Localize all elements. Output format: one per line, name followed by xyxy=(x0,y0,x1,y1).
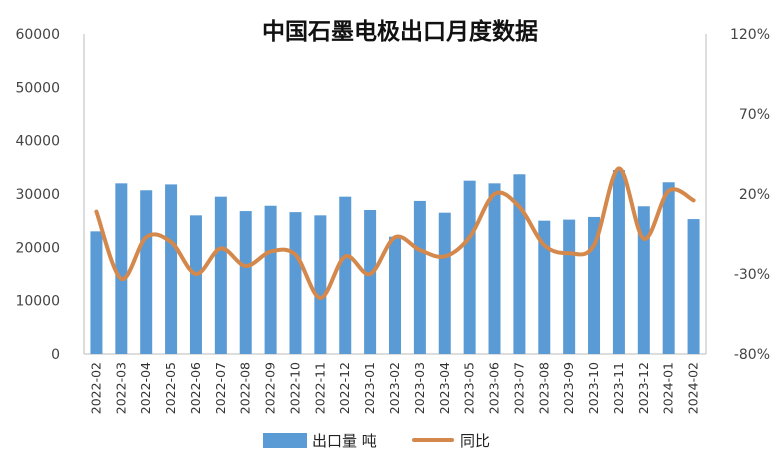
line-point xyxy=(542,243,546,247)
bar xyxy=(463,180,476,354)
bar xyxy=(239,211,252,354)
bar xyxy=(488,183,501,354)
bar-series xyxy=(90,170,700,354)
right-tick-label: 20% xyxy=(739,187,770,203)
x-tick-label: 2023-05 xyxy=(462,362,477,414)
x-tick-label: 2023-08 xyxy=(536,362,551,414)
x-tick-label: 2022-03 xyxy=(113,362,128,414)
legend-swatch-bar xyxy=(263,433,307,448)
line-point xyxy=(443,254,447,258)
x-tick-label: 2022-09 xyxy=(263,362,278,414)
x-tick-label: 2023-09 xyxy=(561,362,576,414)
line-point xyxy=(119,277,123,281)
bar xyxy=(438,212,451,354)
line-point xyxy=(343,254,347,258)
legend: 出口量 吨 同比 xyxy=(263,432,490,450)
bar xyxy=(662,182,675,354)
line-point xyxy=(642,237,646,241)
line-point xyxy=(269,250,273,254)
left-axis-ticks: 0 10000 20000 30000 40000 50000 60000 xyxy=(15,27,60,363)
bar xyxy=(189,215,202,354)
bar xyxy=(339,196,352,354)
line-point xyxy=(592,243,596,247)
bar xyxy=(389,236,401,354)
line-point xyxy=(144,235,148,239)
bar xyxy=(165,184,178,354)
bar xyxy=(115,183,128,354)
line-series xyxy=(94,166,696,300)
bar xyxy=(637,206,650,354)
line-point xyxy=(219,246,223,250)
x-tick-label: 2023-06 xyxy=(487,362,502,414)
x-tick-label: 2023-10 xyxy=(586,362,601,414)
bar xyxy=(538,220,551,354)
x-tick-label: 2023-04 xyxy=(437,362,452,414)
right-axis-ticks: -80% -30% 20% 70% 120% xyxy=(730,27,770,363)
bar xyxy=(314,215,327,354)
x-tick-label: 2022-12 xyxy=(337,362,352,414)
x-tick-label: 2022-11 xyxy=(312,362,327,414)
line-point xyxy=(393,235,397,239)
x-tick-label: 2022-04 xyxy=(138,362,153,414)
right-tick-label: -80% xyxy=(734,347,770,363)
x-tick-label: 2022-05 xyxy=(163,362,178,414)
line-point xyxy=(567,251,571,255)
line-point xyxy=(318,296,322,300)
line-point xyxy=(517,205,521,209)
x-tick-label: 2022-10 xyxy=(287,362,302,414)
x-tick-label: 2022-07 xyxy=(213,362,228,414)
left-tick-label: 20000 xyxy=(15,240,60,256)
x-tick-label: 2023-01 xyxy=(362,362,377,414)
bar xyxy=(563,219,576,354)
x-tick-label: 2022-08 xyxy=(238,362,253,414)
legend-label-bar: 出口量 吨 xyxy=(312,432,377,450)
x-tick-label: 2023-11 xyxy=(611,362,626,414)
bar xyxy=(214,196,227,354)
x-tick-label: 2022-06 xyxy=(188,362,203,414)
line-point xyxy=(692,198,696,202)
line-point xyxy=(194,272,198,276)
left-tick-label: 0 xyxy=(51,347,60,363)
line-point xyxy=(667,189,671,193)
bar xyxy=(140,190,153,354)
line-point xyxy=(493,192,497,196)
x-tick-label: 2023-12 xyxy=(636,362,651,414)
x-tick-label: 2022-02 xyxy=(88,362,103,414)
left-tick-label: 50000 xyxy=(15,80,60,96)
x-tick-label: 2023-02 xyxy=(387,362,402,414)
bar xyxy=(364,210,377,354)
right-tick-label: 70% xyxy=(739,107,770,123)
bar xyxy=(413,200,426,354)
chart-title: 中国石墨电极出口月度数据 xyxy=(262,18,538,45)
line-point xyxy=(169,240,173,244)
x-tick-label: 2024-02 xyxy=(686,362,701,414)
x-axis-ticks: 2022-02 2022-03 2022-04 2022-05 2022-06 2022-… xyxy=(88,362,700,414)
x-tick-label: 2023-03 xyxy=(412,362,427,414)
line-point xyxy=(368,272,372,276)
left-tick-label: 60000 xyxy=(15,27,60,43)
left-tick-label: 40000 xyxy=(15,134,60,150)
left-tick-label: 30000 xyxy=(15,187,60,203)
x-tick-label: 2024-01 xyxy=(661,362,676,414)
right-tick-label: 120% xyxy=(730,27,770,43)
bar xyxy=(264,205,277,354)
x-tick-label: 2023-07 xyxy=(511,362,526,414)
legend-label-line: 同比 xyxy=(460,432,490,450)
line-point xyxy=(244,264,248,268)
line-point xyxy=(94,210,98,214)
bar xyxy=(612,170,625,354)
bar xyxy=(90,231,103,354)
right-tick-label: -30% xyxy=(734,267,770,283)
line-point xyxy=(617,166,621,170)
line-point xyxy=(293,253,297,257)
line-point xyxy=(418,248,422,252)
bar xyxy=(513,174,526,354)
left-tick-label: 10000 xyxy=(15,294,60,310)
line-point xyxy=(468,235,472,239)
bar xyxy=(687,219,700,354)
bar xyxy=(289,212,302,354)
